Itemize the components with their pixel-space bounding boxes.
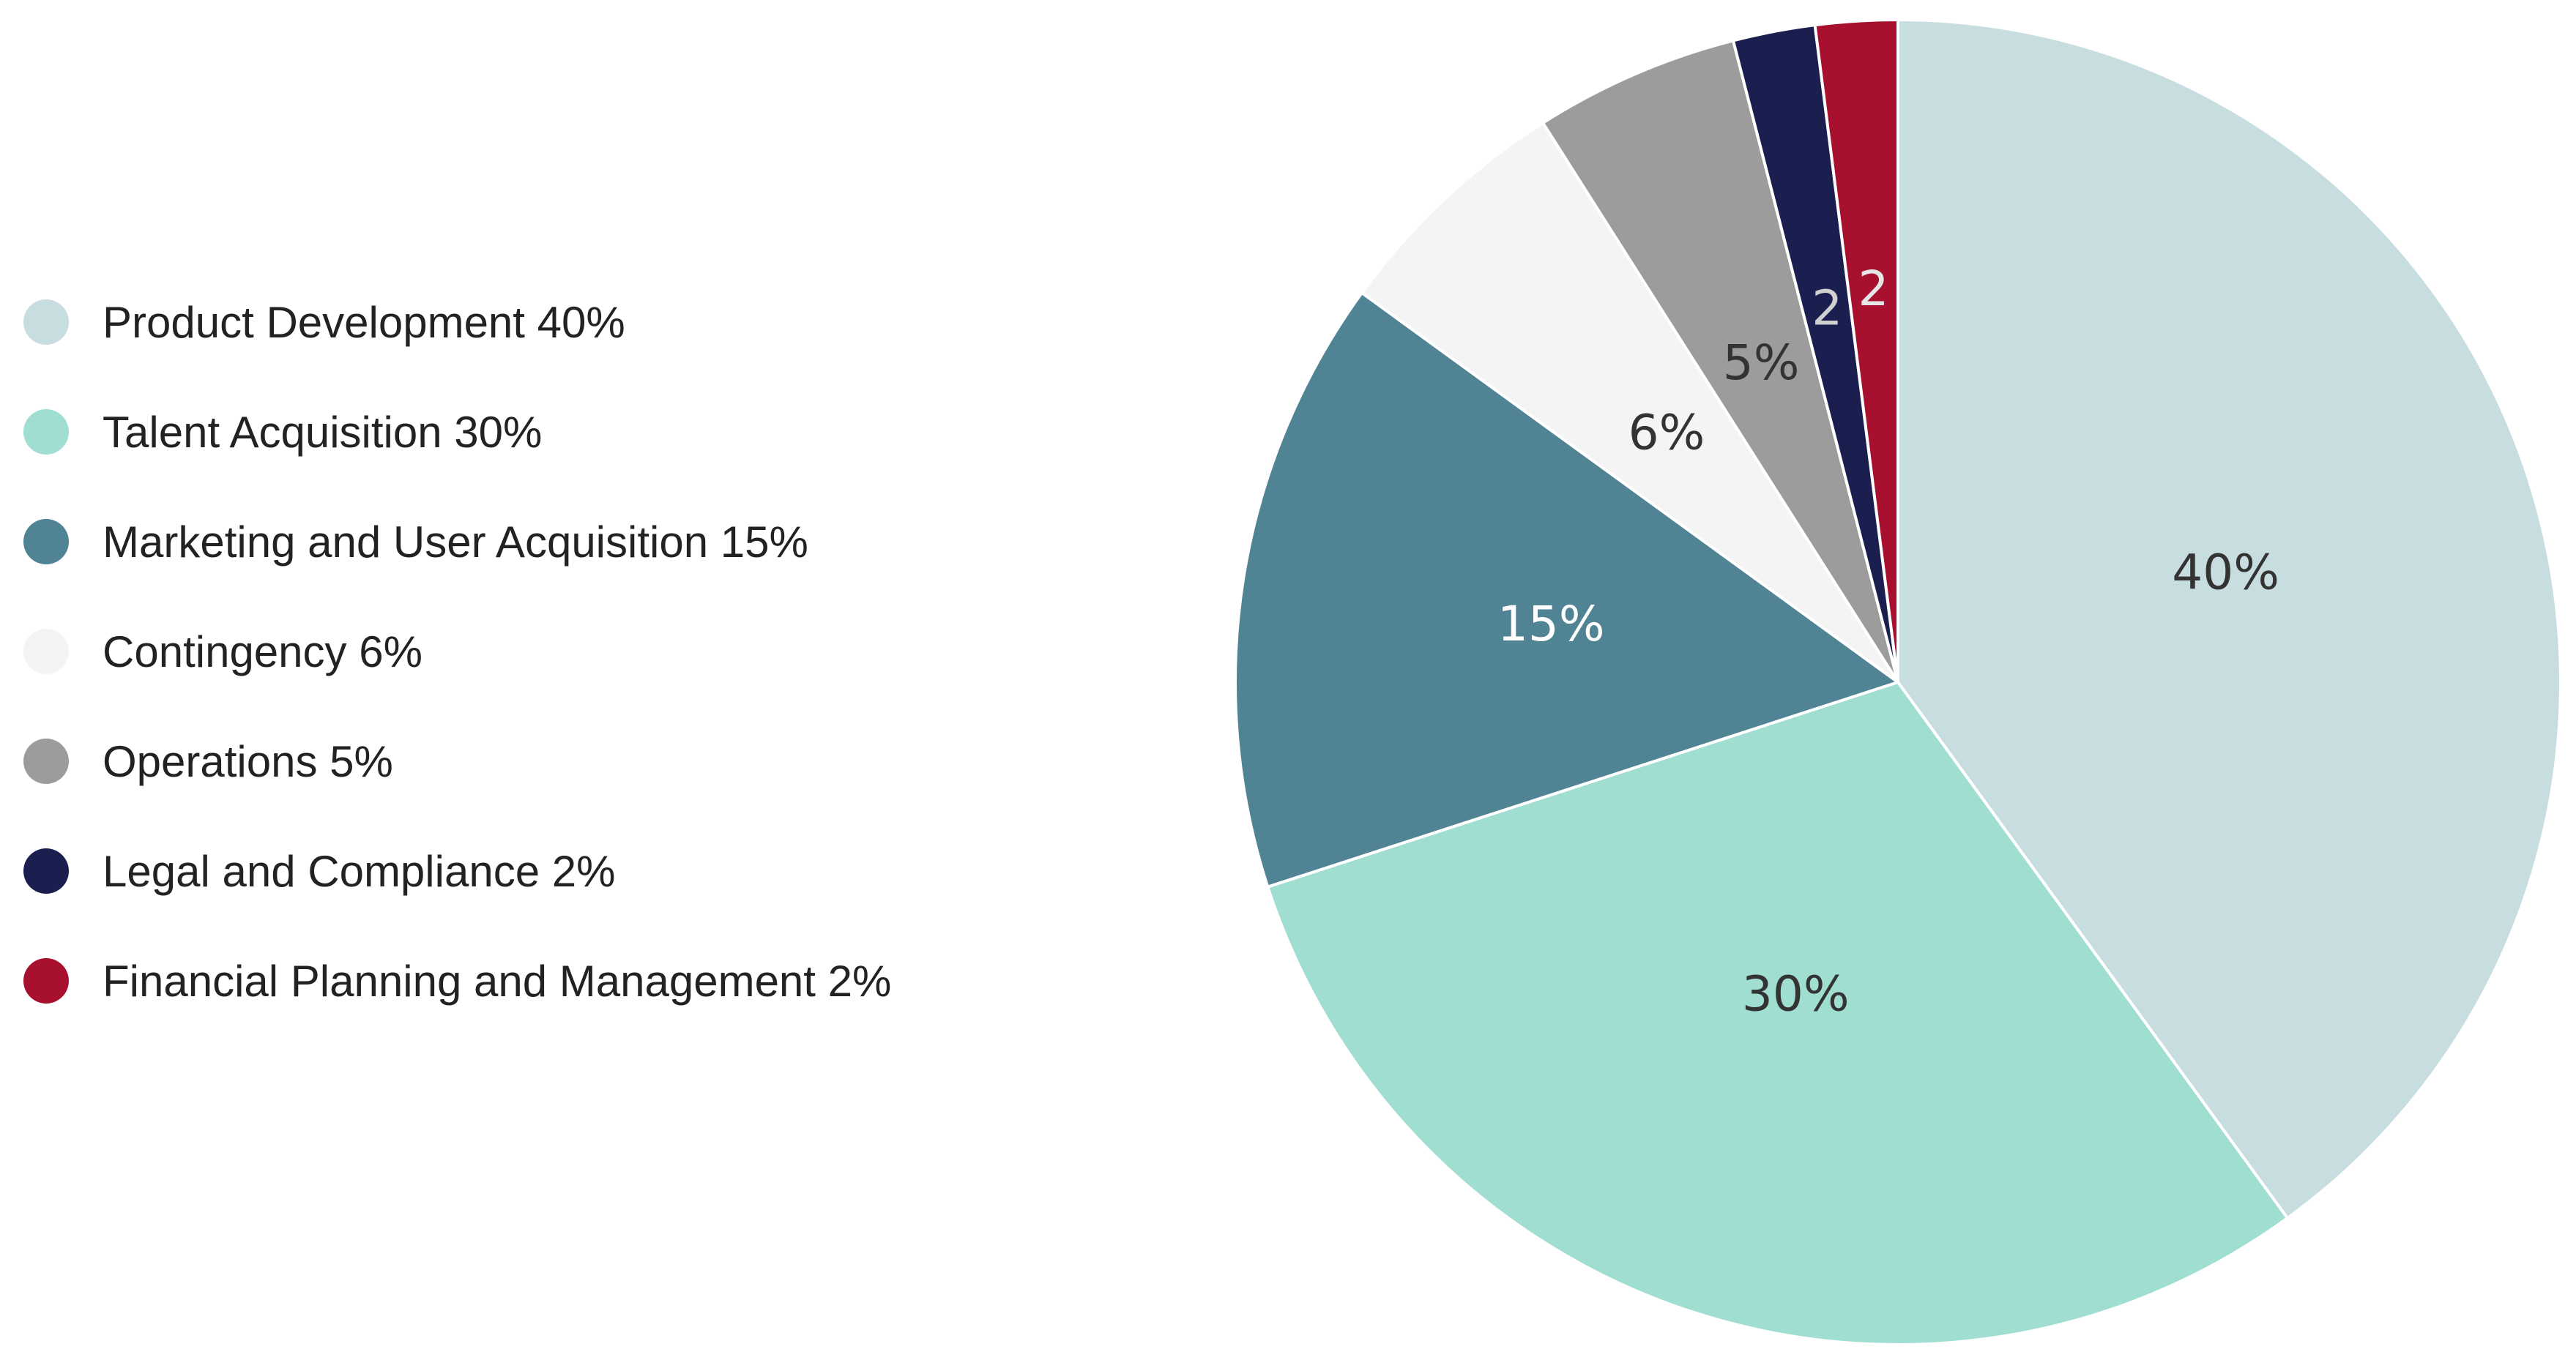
legend-label: Operations 5% xyxy=(103,736,393,786)
legend-item-marketing-and-user-acquisition[interactable]: Marketing and User Acquisition 15% xyxy=(23,512,808,571)
legend-swatch xyxy=(23,519,69,564)
pie-slice-financial-planning-and-management[interactable] xyxy=(1813,18,1899,684)
pie-slice-talent-acquisition[interactable] xyxy=(1266,681,2289,1347)
pie-slice-product-development[interactable] xyxy=(1896,18,2562,1220)
slice-label-legal-and-compliance: 2 xyxy=(1812,280,1842,336)
legend-item-financial-planning-and-management[interactable]: Financial Planning and Management 2% xyxy=(23,952,891,1010)
slice-label-talent-acquisition: 30% xyxy=(1742,965,1850,1022)
legend-swatch xyxy=(23,629,69,674)
legend-item-contingency[interactable]: Contingency 6% xyxy=(23,622,422,681)
legend-swatch xyxy=(23,848,69,894)
legend-swatch xyxy=(23,299,69,345)
legend-label: Product Development 40% xyxy=(103,297,625,347)
legend-label: Financial Planning and Management 2% xyxy=(103,956,892,1006)
pie-slice-contingency[interactable] xyxy=(1360,121,1899,684)
pie-slice-operations[interactable] xyxy=(1541,39,1899,684)
legend-label: Contingency 6% xyxy=(103,627,422,676)
legend-label: Legal and Compliance 2% xyxy=(103,846,616,896)
legend-label: Marketing and User Acquisition 15% xyxy=(103,517,808,567)
legend-swatch xyxy=(23,958,69,1004)
slice-label-marketing-and-user-acquisition: 15% xyxy=(1497,596,1605,652)
legend-item-talent-acquisition[interactable]: Talent Acquisition 30% xyxy=(23,403,542,461)
legend-item-legal-and-compliance[interactable]: Legal and Compliance 2% xyxy=(23,842,615,900)
slice-label-product-development: 40% xyxy=(2172,545,2279,601)
legend-item-operations[interactable]: Operations 5% xyxy=(23,732,393,791)
legend-item-product-development[interactable]: Product Development 40% xyxy=(23,293,625,351)
slice-label-contingency: 6% xyxy=(1628,405,1705,461)
slice-label-financial-planning-and-management: 2 xyxy=(1858,261,1889,317)
legend-swatch xyxy=(23,739,69,784)
legend-label: Talent Acquisition 30% xyxy=(103,407,543,457)
legend-swatch xyxy=(23,409,69,455)
pie-slice-marketing-and-user-acquisition[interactable] xyxy=(1234,291,1899,889)
slice-label-operations: 5% xyxy=(1723,335,1800,391)
